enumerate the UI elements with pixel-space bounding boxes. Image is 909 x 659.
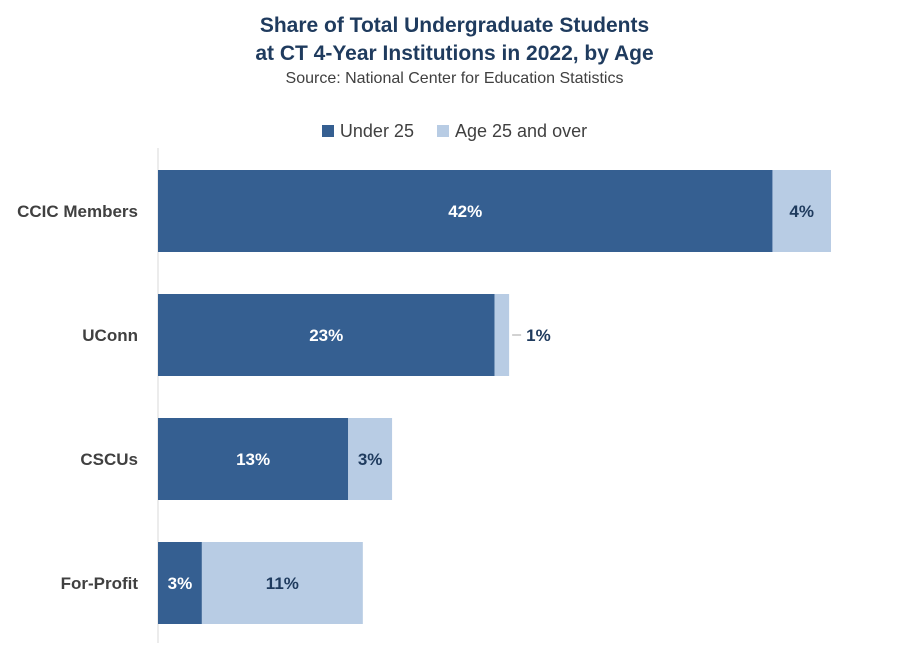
data-label-under-25-for-profit: 3% bbox=[168, 574, 193, 593]
category-label-for-profit: For-Profit bbox=[61, 574, 139, 593]
chart-subtitle: Source: National Center for Education St… bbox=[285, 70, 624, 87]
data-label-25-and-over-for-profit: 11% bbox=[266, 574, 299, 593]
legend-item-under-25: Under 25 bbox=[321, 120, 414, 142]
legend-swatch-under-25 bbox=[321, 125, 334, 137]
category-label-uconn: UConn bbox=[82, 326, 138, 345]
bar-25-and-over-for-profit bbox=[201, 542, 363, 624]
category-label-ccic-members: CCIC Members bbox=[17, 202, 138, 221]
bar-under-25-cscus bbox=[158, 418, 349, 500]
category-label-cscus: CSCUs bbox=[80, 450, 138, 469]
data-label-25-and-over-uconn: 1% bbox=[526, 326, 551, 345]
legend-label-under-25: Under 25 bbox=[339, 121, 414, 141]
bar-25-and-over-ccic-members bbox=[772, 170, 831, 252]
data-label-under-25-uconn: 23% bbox=[309, 326, 343, 345]
chart-title-line-1: Share of Total Undergraduate Students bbox=[259, 14, 650, 37]
data-label-under-25-cscus: 13% bbox=[236, 450, 270, 469]
data-label-25-and-over-ccic-members: 4% bbox=[789, 202, 814, 221]
bar-25-and-over-uconn bbox=[494, 294, 510, 376]
data-label-25-and-over-cscus: 3% bbox=[358, 450, 383, 469]
chart-title-line-2: at CT 4-Year Institutions in 2022, by Ag… bbox=[255, 42, 654, 65]
bar-under-25-uconn bbox=[158, 294, 495, 376]
data-label-under-25-ccic-members: 42% bbox=[448, 202, 482, 221]
legend-item-25-and-over: Age 25 and over bbox=[436, 120, 588, 142]
bar-25-and-over-cscus bbox=[348, 418, 393, 500]
chart-legend: Under 25 Age 25 and over bbox=[0, 120, 909, 142]
legend-label-25-and-over: Age 25 and over bbox=[454, 121, 588, 141]
bar-under-25-for-profit bbox=[158, 542, 202, 624]
bar-under-25-ccic-members bbox=[158, 170, 773, 252]
legend-swatch-25-and-over bbox=[436, 125, 449, 137]
